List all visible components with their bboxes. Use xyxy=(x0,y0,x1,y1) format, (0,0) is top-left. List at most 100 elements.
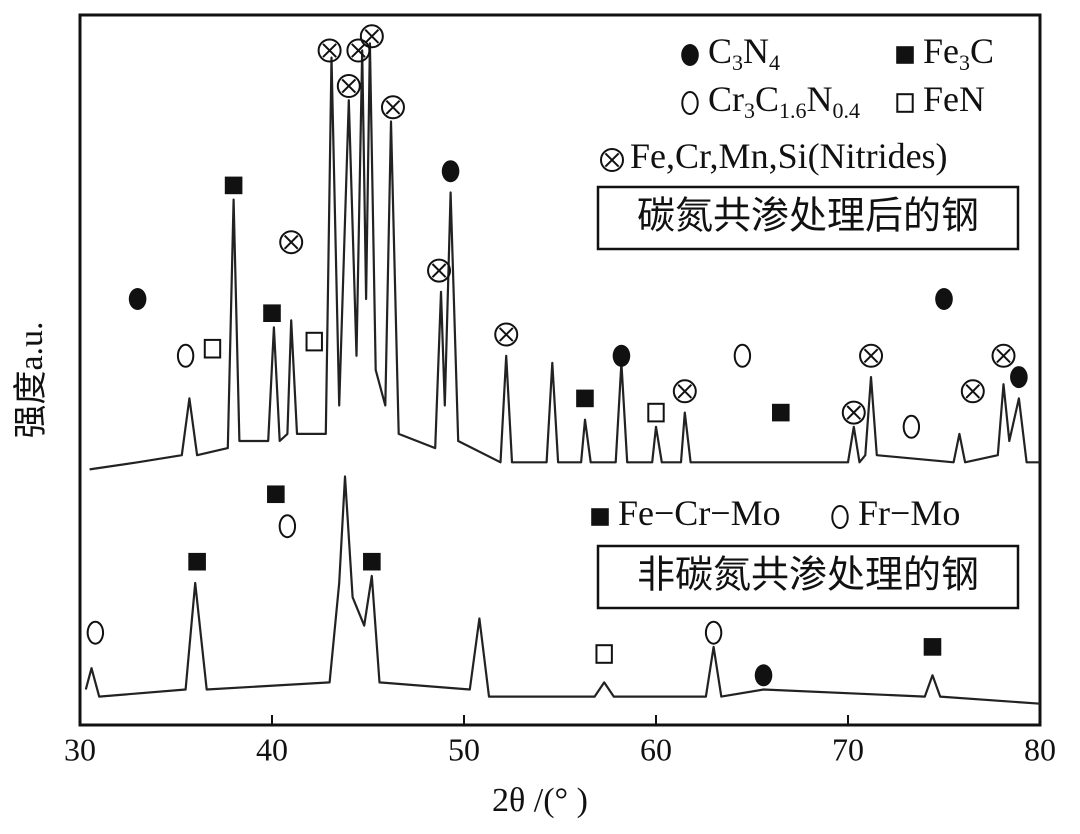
symbol-shape xyxy=(176,343,195,368)
symbol xyxy=(224,176,243,195)
legend-label: C3N4 xyxy=(708,31,780,75)
symbol xyxy=(305,331,323,352)
symbol xyxy=(672,379,697,404)
symbol xyxy=(923,638,942,656)
legend-text: FeN xyxy=(923,79,985,119)
symbol xyxy=(279,230,304,255)
legend-text: Fe xyxy=(923,31,959,71)
symbol-shape xyxy=(283,234,299,250)
x-tick-label: 70 xyxy=(832,731,864,767)
symbol-shape xyxy=(965,383,981,399)
legend-text: N xyxy=(807,79,833,119)
symbol-shape xyxy=(322,43,337,58)
symbol xyxy=(704,620,723,645)
symbol xyxy=(336,74,361,98)
symbol-shape xyxy=(494,322,519,347)
symbol xyxy=(263,304,281,322)
symbol xyxy=(317,38,342,63)
symbol-shape xyxy=(224,176,243,195)
symbol xyxy=(267,485,285,504)
symbol xyxy=(902,414,921,439)
series-label: 非碳氮共渗处理的钢 xyxy=(637,555,979,597)
symbol xyxy=(733,343,752,368)
x-tick-label: 50 xyxy=(448,731,480,767)
symbol-shape xyxy=(600,148,624,172)
symbol-shape xyxy=(1010,366,1028,389)
legend-subscript: 3 xyxy=(959,50,970,75)
legend-symbol xyxy=(681,44,699,66)
symbol-shape xyxy=(317,38,342,63)
symbol-shape xyxy=(359,24,384,49)
legend-subscript: 1.6 xyxy=(779,98,807,123)
symbol-shape xyxy=(704,620,723,645)
symbol-shape xyxy=(351,43,366,58)
symbol xyxy=(346,38,371,63)
symbol-shape xyxy=(935,288,953,310)
legend-subscript: 4 xyxy=(769,50,780,75)
legend-symbol xyxy=(600,148,624,172)
symbol xyxy=(359,24,384,49)
symbol-shape xyxy=(86,620,105,645)
symbol-shape xyxy=(672,379,697,404)
symbol-shape xyxy=(431,263,447,278)
symbol xyxy=(772,403,790,422)
symbol-shape xyxy=(754,664,773,687)
symbol-shape xyxy=(846,405,862,420)
symbol-shape xyxy=(772,403,790,422)
x-tick-label: 80 xyxy=(1024,731,1056,767)
symbol-shape xyxy=(677,383,693,399)
symbol-shape xyxy=(278,514,297,539)
symbol xyxy=(859,343,884,368)
symbol xyxy=(278,514,297,539)
symbol xyxy=(380,95,405,120)
symbol-shape xyxy=(923,638,942,656)
symbol-shape xyxy=(996,348,1011,364)
symbol xyxy=(128,288,147,310)
symbol-shape xyxy=(346,38,371,63)
legend-subscript: 0.4 xyxy=(833,98,861,123)
plot-frame xyxy=(78,13,1042,727)
symbol xyxy=(935,288,953,310)
symbol-shape xyxy=(863,348,879,364)
symbol-shape xyxy=(612,344,631,367)
symbol-shape xyxy=(831,505,849,529)
symbol-shape xyxy=(960,379,985,404)
symbol-shape xyxy=(427,258,452,283)
legend-symbol xyxy=(896,46,914,64)
symbol-shape xyxy=(305,331,323,352)
x-tick-label: 40 xyxy=(256,731,288,767)
legend-symbol xyxy=(896,93,914,113)
symbol xyxy=(203,338,222,359)
symbol-shape xyxy=(733,343,752,368)
legend-text: Fr−Mo xyxy=(858,493,960,533)
symbol-shape xyxy=(441,160,460,183)
symbol-shape xyxy=(380,95,405,120)
spectrum-line xyxy=(89,42,1040,471)
symbol xyxy=(754,664,773,687)
symbol xyxy=(612,344,631,367)
symbol-shape xyxy=(128,288,147,310)
symbol xyxy=(494,322,519,347)
symbol xyxy=(841,400,866,425)
x-tick-label: 30 xyxy=(64,731,96,767)
symbol-shape xyxy=(336,74,361,98)
legend-text: Cr xyxy=(708,79,744,119)
symbol xyxy=(86,620,105,645)
spectrum-line xyxy=(84,475,1041,705)
legend-text: N xyxy=(743,31,769,71)
symbol-shape xyxy=(576,389,594,408)
legend-text: Fe−Cr−Mo xyxy=(618,493,781,533)
symbol-shape xyxy=(595,644,613,664)
legend-label: Cr3C1.6N0.4 xyxy=(708,79,860,123)
legend-label: Fe,Cr,Mn,Si(Nitrides) xyxy=(630,136,948,176)
legend-text: C xyxy=(708,31,732,71)
symbol-shape xyxy=(681,44,699,66)
symbol-shape xyxy=(902,414,921,439)
legend-text: Fe,Cr,Mn,Si(Nitrides) xyxy=(630,136,948,176)
symbol xyxy=(441,160,460,183)
symbol-shape xyxy=(341,78,357,94)
legend-subscript: 3 xyxy=(744,98,755,123)
x-tick-label: 60 xyxy=(640,731,672,767)
symbol-shape xyxy=(263,304,281,322)
